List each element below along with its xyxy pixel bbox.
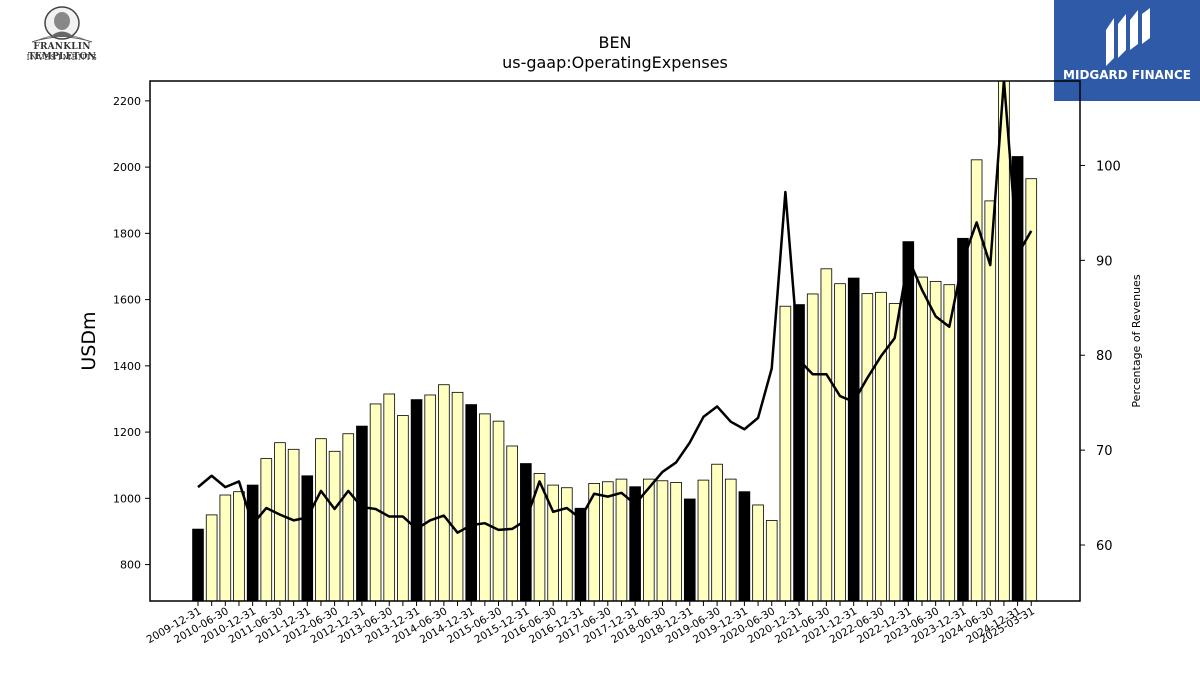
chart-subtitle: us-gaap:OperatingExpenses (502, 53, 728, 72)
y2-tick-label-90: 90 (1096, 254, 1113, 269)
bar-2024-03-31 (970, 159, 983, 601)
bar-2018-06-30 (656, 480, 669, 601)
plot-frame (149, 80, 1081, 602)
bar-2019-03-31 (697, 479, 710, 601)
y2-axis-label: Percentage of Revenues (1130, 274, 1143, 407)
bar-2025-03-31 (1025, 178, 1038, 601)
y-tick-label-2000: 2000 (113, 161, 141, 174)
bar-2021-09-30 (834, 283, 846, 601)
bar-2022-09-30 (888, 303, 901, 601)
bar-2011-03-31 (260, 458, 273, 601)
bar-2016-03-31 (533, 473, 546, 601)
bar-2021-06-30 (820, 268, 833, 601)
bar-2019-09-30 (724, 478, 737, 601)
bar-2024-06-30 (984, 200, 997, 601)
bar-2019-06-30 (711, 463, 723, 601)
bar-2011-09-30 (287, 448, 300, 601)
bar-2012-06-30 (328, 450, 341, 601)
bar-2011-12-31 (301, 475, 314, 601)
bar-2014-12-31 (465, 404, 477, 601)
bar-2012-12-31 (356, 425, 368, 601)
logo-line-2: INVESTMENTS (26, 53, 98, 62)
bar-2020-03-31 (752, 504, 764, 601)
bar-2022-03-31 (861, 293, 874, 601)
bar-2017-12-31 (629, 486, 641, 601)
bar-2013-06-30 (383, 393, 396, 601)
percentage-line (197, 81, 1033, 534)
y2-tick-label-80: 80 (1096, 349, 1113, 364)
midgard-finance-logo: MIDGARD FINANCE (1054, 0, 1200, 101)
logo-text: MIDGARD FINANCE (1063, 68, 1191, 82)
y-tick-label-1000: 1000 (113, 492, 141, 505)
bar-2012-03-31 (315, 438, 327, 601)
y-tick-label-1200: 1200 (113, 426, 141, 439)
midgard-mark-icon (1106, 8, 1150, 66)
portrait-medallion-icon (31, 6, 93, 43)
y-tick-label-1800: 1800 (113, 227, 141, 240)
bar-2009-12-31 (192, 528, 204, 601)
bar-2024-09-30 (998, 81, 1010, 601)
bar-2010-09-30 (233, 491, 245, 601)
bar-2011-06-30 (274, 442, 286, 601)
bar-2020-12-31 (793, 304, 805, 601)
bar-2018-12-31 (683, 498, 696, 601)
franklin-templeton-logo: FRANKLIN TEMPLETON INVESTMENTS (4, 4, 120, 66)
bar-2010-06-30 (219, 494, 232, 601)
bar-2020-06-30 (765, 520, 778, 601)
bar-2014-03-31 (424, 394, 437, 601)
y2-tick-label-60: 60 (1096, 539, 1113, 554)
bar-2015-09-30 (506, 445, 518, 601)
bar-2021-03-31 (806, 293, 819, 601)
bar-2023-09-30 (943, 284, 956, 601)
bar-2010-03-31 (205, 514, 218, 601)
y-axis-label: USDm (78, 311, 100, 370)
bar-2017-03-31 (588, 483, 600, 601)
y2-tick-label-100: 100 (1096, 159, 1121, 174)
y-tick-label-1400: 1400 (113, 360, 141, 373)
bar-2015-03-31 (479, 413, 491, 601)
bar-2017-06-30 (602, 481, 614, 601)
bar-2021-12-31 (847, 277, 860, 601)
logo-line-1: FRANKLIN TEMPLETON (27, 42, 97, 62)
y-tick-label-800: 800 (120, 559, 141, 572)
bar-2014-09-30 (451, 391, 464, 601)
line-layer (197, 81, 1033, 534)
bar-2012-09-30 (342, 433, 355, 601)
bar-2023-03-31 (916, 276, 928, 601)
y2-tick-label-70: 70 (1096, 444, 1113, 459)
bar-2013-03-31 (369, 403, 382, 601)
bar-2015-12-31 (520, 463, 532, 601)
bar-2022-06-30 (875, 291, 887, 601)
bar-2018-09-30 (670, 482, 682, 601)
bar-2023-12-31 (957, 237, 969, 601)
bar-2013-12-31 (410, 399, 423, 601)
y-tick-label-2200: 2200 (113, 95, 141, 108)
bar-2015-06-30 (492, 420, 505, 601)
chart-title: BEN (598, 33, 631, 52)
bar-2013-09-30 (397, 415, 409, 601)
bar-2019-12-31 (738, 491, 751, 601)
bar-2010-12-31 (246, 484, 259, 601)
bar-2020-09-30 (779, 305, 792, 601)
bars-layer (192, 81, 1038, 601)
bar-2016-12-31 (574, 507, 587, 601)
bar-2023-06-30 (929, 280, 942, 601)
bar-2024-12-31 (1011, 156, 1024, 601)
bar-2022-12-31 (902, 241, 915, 601)
y-tick-label-1600: 1600 (113, 294, 141, 307)
bar-2014-06-30 (438, 384, 450, 601)
bar-2018-03-31 (642, 478, 655, 601)
bar-2016-09-30 (561, 487, 573, 601)
